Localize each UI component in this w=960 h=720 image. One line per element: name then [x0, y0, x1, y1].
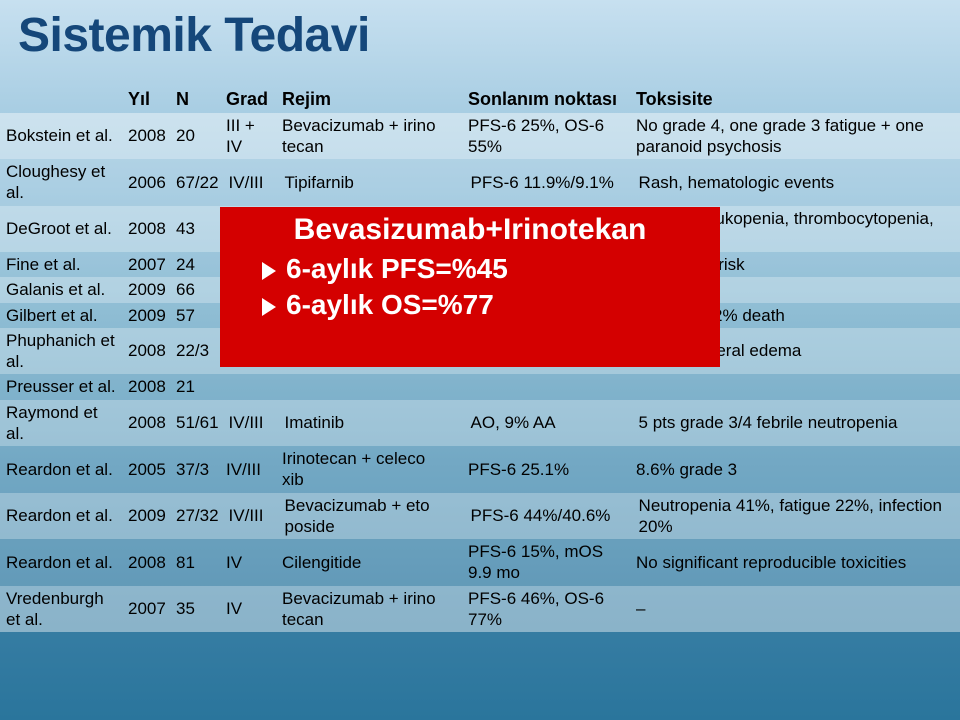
cell-regimen: Tipifarnib: [279, 159, 465, 206]
cell-author: Galanis et al.: [0, 277, 122, 302]
cell-grade: IV/III: [223, 400, 279, 447]
cell-tox: Rash, hematologic events: [633, 159, 960, 206]
table-row: Reardon et al.200537/3IV/IIIIrinotecan +…: [0, 446, 960, 493]
cell-regimen: Irinotecan + celeco xib: [276, 446, 462, 493]
cell-author: Reardon et al.: [0, 493, 122, 540]
cell-n: 81: [170, 539, 220, 586]
cell-year: 2008: [122, 206, 170, 253]
cell-endpoint: PFS-6 46%, OS-6 77%: [462, 586, 630, 633]
col-grade: Grad: [220, 86, 276, 113]
cell-n: 35: [170, 586, 220, 633]
table-row: Bokstein et al.200820III + IVBevacizumab…: [0, 113, 960, 160]
cell-year: 2008: [122, 539, 170, 586]
cell-regimen: Imatinib: [279, 400, 465, 447]
cell-tox: [630, 374, 960, 399]
cell-n: 66: [170, 277, 220, 302]
cell-endpoint: PFS-6 25.1%: [462, 446, 630, 493]
cell-n: 43: [170, 206, 220, 253]
overlay-text-1: 6-aylık PFS=%45: [286, 253, 508, 284]
cell-author: Bokstein et al.: [0, 113, 122, 160]
cell-year: 2006: [122, 159, 170, 206]
cell-tox: –: [630, 586, 960, 633]
cell-n: 37/3: [170, 446, 220, 493]
cell-regimen: [276, 374, 462, 399]
cell-regimen: Bevacizumab + irino tecan: [276, 586, 462, 633]
cell-year: 2008: [122, 328, 170, 375]
cell-grade: [220, 374, 276, 399]
cell-tox: 5 pts grade 3/4 febrile neutropenia: [633, 400, 960, 447]
cell-tox: No significant reproducible toxicities: [630, 539, 960, 586]
cell-year: 2009: [122, 277, 170, 302]
cell-n: 24: [170, 252, 220, 277]
overlay-box: Bevasizumab+Irinotekan 6-aylık PFS=%45 6…: [220, 207, 720, 367]
cell-grade: IV: [220, 586, 276, 633]
col-author: [0, 86, 122, 113]
cell-author: DeGroot et al.: [0, 206, 122, 253]
triangle-right-icon: [262, 298, 276, 316]
table-row: Raymond et al.200851/61IV/IIIImatinibAO,…: [0, 400, 960, 447]
table-header: Yıl N Grad Rejim Sonlanım noktası Toksis…: [0, 86, 960, 113]
cell-grade: IV/III: [223, 159, 279, 206]
col-endpoint: Sonlanım noktası: [462, 86, 630, 113]
cell-year: 2009: [122, 493, 170, 540]
col-tox: Toksisite: [630, 86, 960, 113]
cell-regimen: Bevacizumab + irino tecan: [276, 113, 462, 160]
cell-regimen: Bevacizumab + eto poside: [279, 493, 465, 540]
cell-endpoint: PFS-6 25%, OS-6 55%: [462, 113, 630, 160]
cell-tox: No grade 4, one grade 3 fatigue + one pa…: [630, 113, 960, 160]
cell-year: 2007: [122, 586, 170, 633]
cell-n: 20: [170, 113, 220, 160]
cell-author: Reardon et al.: [0, 539, 122, 586]
cell-author: Raymond et al.: [0, 400, 122, 447]
cell-author: Preusser et al.: [0, 374, 122, 399]
cell-year: 2005: [122, 446, 170, 493]
cell-author: Vredenburgh et al.: [0, 586, 122, 633]
cell-tox: 8.6% grade 3: [630, 446, 960, 493]
cell-author: Gilbert et al.: [0, 303, 122, 328]
table-row: Cloughesy et al.200667/22IV/IIITipifarni…: [0, 159, 960, 206]
table-row: Preusser et al.200821: [0, 374, 960, 399]
cell-endpoint: [462, 374, 630, 399]
col-regimen: Rejim: [276, 86, 462, 113]
cell-n: 51/61: [170, 400, 223, 447]
cell-year: 2007: [122, 252, 170, 277]
cell-grade: IV/III: [220, 446, 276, 493]
page-title: Sistemik Tedavi: [18, 8, 370, 63]
cell-grade: III + IV: [220, 113, 276, 160]
cell-year: 2009: [122, 303, 170, 328]
cell-regimen: Cilengitide: [276, 539, 462, 586]
cell-year: 2008: [122, 113, 170, 160]
cell-endpoint: PFS-6 44%/40.6%: [465, 493, 633, 540]
col-year: Yıl: [122, 86, 170, 113]
cell-author: Phuphanich et al.: [0, 328, 122, 375]
col-n: N: [170, 86, 220, 113]
cell-author: Reardon et al.: [0, 446, 122, 493]
cell-year: 2008: [122, 400, 170, 447]
cell-author: Cloughesy et al.: [0, 159, 122, 206]
cell-n: 22/3: [170, 328, 220, 375]
cell-n: 57: [170, 303, 220, 328]
overlay-line-1: 6-aylık PFS=%45: [262, 253, 706, 285]
cell-endpoint: PFS-6 15%, mOS 9.9 mo: [462, 539, 630, 586]
table-row: Reardon et al.200881IVCilengitidePFS-6 1…: [0, 539, 960, 586]
table-row: Vredenburgh et al.200735IVBevacizumab + …: [0, 586, 960, 633]
table-row: Reardon et al.200927/32IV/IIIBevacizumab…: [0, 493, 960, 540]
cell-n: 21: [170, 374, 220, 399]
cell-author: Fine et al.: [0, 252, 122, 277]
cell-year: 2008: [122, 374, 170, 399]
overlay-title: Bevasizumab+Irinotekan: [234, 213, 706, 247]
cell-grade: IV/III: [223, 493, 279, 540]
cell-endpoint: PFS-6 11.9%/9.1%: [465, 159, 633, 206]
overlay-line-2: 6-aylık OS=%77: [262, 289, 706, 321]
overlay-text-2: 6-aylık OS=%77: [286, 289, 494, 320]
cell-n: 67/22: [170, 159, 223, 206]
cell-n: 27/32: [170, 493, 223, 540]
cell-grade: IV: [220, 539, 276, 586]
cell-tox: Neutropenia 41%, fatigue 22%, infection …: [633, 493, 960, 540]
triangle-right-icon: [262, 262, 276, 280]
cell-endpoint: AO, 9% AA: [465, 400, 633, 447]
